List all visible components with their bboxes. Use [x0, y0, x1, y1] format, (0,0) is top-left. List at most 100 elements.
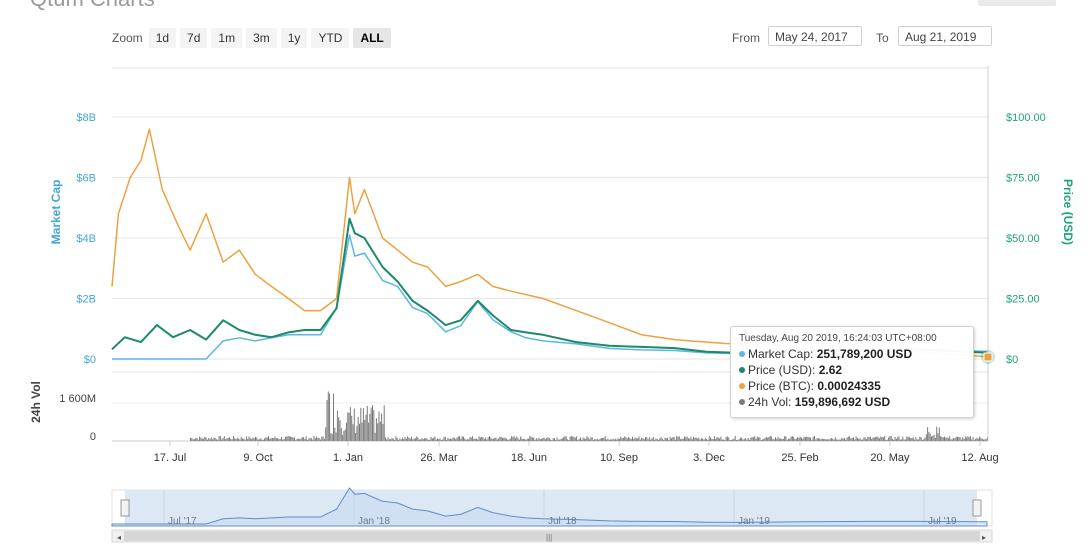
volume-bar	[780, 438, 782, 441]
volume-bar	[892, 438, 893, 441]
volume-bar	[726, 436, 728, 441]
volume-bar	[209, 439, 211, 441]
zoom-button-1d[interactable]: 1d	[148, 28, 177, 48]
volume-bar	[938, 427, 940, 441]
volume-bar	[312, 439, 314, 441]
volume-bar	[763, 438, 765, 441]
volume-bar	[489, 436, 490, 441]
volume-bar	[262, 439, 264, 441]
volume-bar	[834, 437, 836, 441]
navigator-right-handle[interactable]	[972, 499, 982, 517]
volume-bar	[985, 438, 987, 441]
volume-bar	[803, 436, 805, 441]
volume-bar	[199, 436, 201, 441]
volume-bar	[960, 439, 962, 441]
volume-bar	[482, 437, 484, 441]
volume-bar	[534, 439, 536, 441]
volume-bar	[645, 436, 646, 441]
volume-bar	[197, 439, 199, 441]
volume-bar	[933, 434, 935, 441]
volume-bar	[912, 437, 914, 441]
volume-bar	[451, 439, 453, 441]
volume-bar	[830, 438, 832, 441]
volume-bars	[190, 391, 988, 441]
volume-bar	[862, 439, 864, 441]
navigator-left-handle[interactable]	[120, 499, 130, 517]
volume-bar	[879, 438, 880, 441]
volume-bar	[946, 437, 948, 441]
volume-bar	[954, 438, 956, 441]
volume-bar	[942, 437, 944, 441]
volume-bar	[593, 439, 594, 441]
tooltip-value: 159,896,692 USD	[794, 395, 891, 409]
volume-bar	[742, 439, 744, 441]
volume-tick-label: 1 600M	[59, 393, 96, 405]
from-date-input[interactable]: May 24, 2017	[768, 26, 862, 46]
volume-bar	[694, 437, 696, 441]
volume-bar	[719, 438, 721, 441]
volume-bar	[372, 405, 373, 441]
volume-bar	[654, 439, 656, 441]
volume-bar	[925, 434, 927, 441]
volume-bar	[885, 440, 887, 441]
volume-bar	[249, 438, 251, 441]
volume-bar	[886, 439, 888, 441]
volume-bar	[543, 437, 545, 441]
volume-bar	[342, 435, 344, 441]
volume-bar	[589, 439, 591, 441]
volume-bar	[513, 436, 515, 441]
volume-bar	[378, 411, 380, 441]
scroll-right-icon[interactable]: ▸	[982, 533, 986, 542]
volume-bar	[465, 439, 467, 441]
volume-bar	[569, 436, 571, 441]
zoom-label: Zoom	[112, 31, 143, 45]
volume-bar	[667, 437, 669, 441]
volume-bar	[314, 438, 316, 441]
volume-bar	[457, 436, 459, 441]
zoom-button-3m[interactable]: 3m	[246, 28, 277, 48]
zoom-button-all[interactable]: ALL	[353, 28, 391, 48]
zoom-button-1y[interactable]: 1y	[280, 28, 308, 48]
right-tick-label: $75.00	[1006, 173, 1040, 185]
volume-bar	[395, 436, 397, 441]
volume-bar	[444, 436, 446, 441]
volume-bar	[435, 439, 437, 441]
zoom-button-1m[interactable]: 1m	[211, 28, 243, 48]
volume-bar	[673, 436, 675, 441]
volume-bar	[398, 439, 399, 441]
volume-bar	[680, 439, 682, 441]
scrollbar-thumb[interactable]	[124, 531, 980, 541]
volume-bar	[238, 438, 240, 441]
price-usd-line	[111, 217, 987, 354]
market-cap-line	[112, 234, 987, 360]
volume-bar	[283, 438, 285, 441]
volume-bar	[472, 436, 474, 441]
zoom-button-ytd[interactable]: YTD	[311, 28, 350, 48]
volume-bar	[570, 436, 572, 441]
volume-bar	[221, 439, 223, 441]
volume-bar	[381, 413, 383, 441]
to-date-input[interactable]: Aug 21, 2019	[898, 26, 992, 46]
volume-bar	[255, 437, 256, 441]
volume-bar	[639, 439, 641, 441]
scroll-left-icon[interactable]: ◂	[117, 533, 121, 542]
zoom-button-7d[interactable]: 7d	[180, 28, 208, 48]
volume-bar	[717, 437, 719, 441]
scroll-grip-icon[interactable]: |||	[546, 533, 552, 542]
volume-bar	[768, 436, 770, 441]
volume-bar	[317, 437, 319, 441]
volume-bar	[821, 438, 823, 441]
top-right-button[interactable]	[978, 0, 1056, 6]
volume-bar	[880, 436, 882, 441]
volume-bar	[438, 439, 440, 441]
volume-bar	[567, 439, 568, 441]
volume-bar	[503, 437, 505, 441]
volume-bar	[837, 439, 839, 441]
volume-bar	[212, 439, 214, 441]
volume-bar	[882, 437, 884, 441]
volume-bar	[797, 437, 799, 441]
volume-bar	[352, 424, 354, 441]
volume-bar	[975, 438, 977, 441]
volume-bar	[323, 438, 325, 441]
